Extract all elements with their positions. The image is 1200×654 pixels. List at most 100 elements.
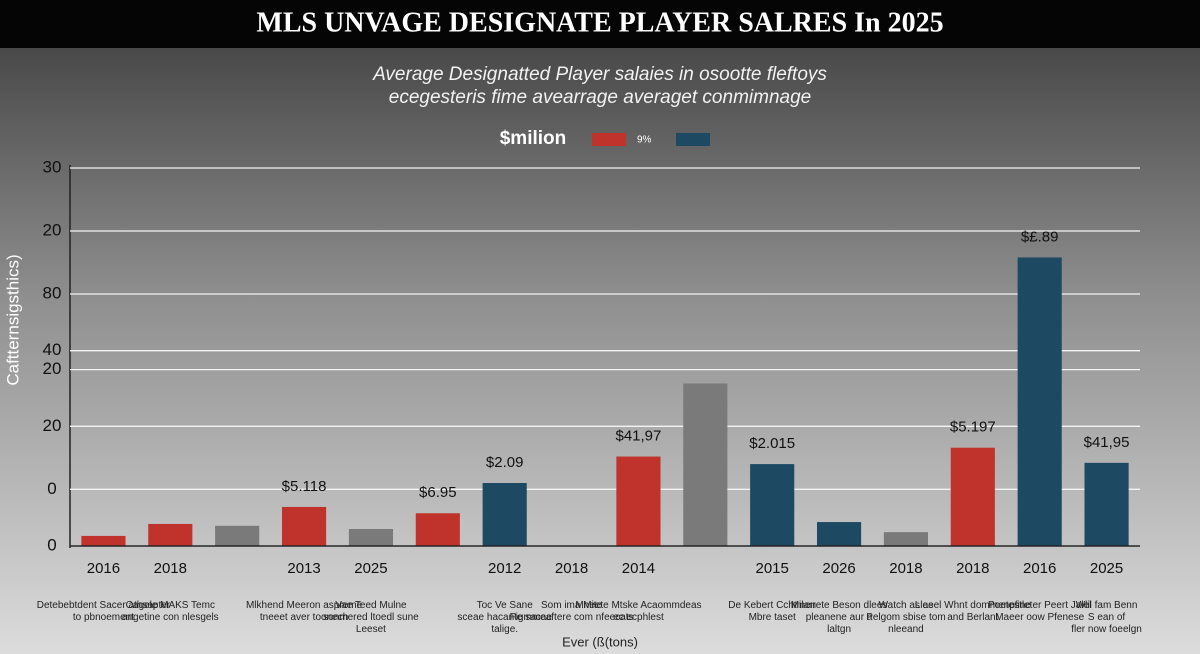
x-tick-label: 2012 xyxy=(488,560,521,577)
footnote: Som ima Mite Figmmeaftere com nfeecats xyxy=(510,600,634,623)
footnote: Lleeel Whnt dommenpfine and Berlant xyxy=(915,600,1032,623)
footnote-line: Poetestleter Peert Jalel xyxy=(988,600,1091,611)
value-label: $2.09 xyxy=(486,454,524,471)
footnote-line: Mbre taset xyxy=(749,612,796,623)
subtitle: Average Designatted Player salaies in os… xyxy=(372,64,827,85)
footnote-line: ec ecphlest xyxy=(613,612,664,623)
footnote: Vae Teed Mulne sonmered ltoedl sune Leeset xyxy=(323,600,419,635)
legend-swatch xyxy=(592,133,626,146)
bar xyxy=(148,523,193,546)
footnote: Toc Ve Sane sceae hacante sacae talige. xyxy=(457,600,552,635)
footnote-line: Cagele MAKS Temc xyxy=(126,600,215,611)
x-tick-label: 2025 xyxy=(354,560,387,577)
x-axis-label: Ever (ß(tons) xyxy=(562,634,638,649)
footnote-line: S ean of xyxy=(1088,612,1125,623)
footnote: Cagele MAKS Temc angetine con nlesgels xyxy=(122,600,219,623)
y-tick-label: 20 xyxy=(43,220,62,239)
y-tick-label: 0 xyxy=(47,535,56,554)
bar xyxy=(348,528,394,546)
bar xyxy=(616,456,661,546)
footnote-line: De Kebert Cchtmen xyxy=(728,600,816,611)
footnote: Milarrete Beson dlees pleanene aur a laltg… xyxy=(791,600,888,635)
x-tick-label: 2016 xyxy=(87,560,120,577)
footnote: Mneete Mtske Acaommdeas ec ecphlest xyxy=(575,600,701,623)
x-tick-label: 2013 xyxy=(287,560,320,577)
bar xyxy=(81,535,126,546)
footnote: De Kebert Cchtmen Mbre taset xyxy=(728,600,816,623)
footnote-line: Leeset xyxy=(356,624,386,635)
bar xyxy=(683,383,728,546)
x-tick-label: 2018 xyxy=(154,560,187,577)
footnote-line: pleanene aur a xyxy=(806,612,873,623)
footnote-line: Vae Teed Mulne xyxy=(335,600,407,611)
legend-swatch xyxy=(676,133,710,146)
bar xyxy=(415,513,460,546)
x-tick-label: 2025 xyxy=(1090,560,1123,577)
y-tick-label: 20 xyxy=(43,359,62,378)
bar xyxy=(816,522,862,546)
value-label: $6.95 xyxy=(419,484,457,501)
x-tick-label: 2018 xyxy=(555,560,588,577)
footnote-line: Wlil fam Benn xyxy=(1076,600,1138,611)
bar xyxy=(215,525,260,546)
value-label: $£.89 xyxy=(1021,228,1059,245)
footnote-line: and Berlant xyxy=(947,612,998,623)
footnote-line: Figmmeaftere com nfeecats xyxy=(510,612,634,623)
footnote-line: Mneete Mtske Acaommdeas xyxy=(575,600,701,611)
bar xyxy=(1017,257,1062,546)
legend-title: $milion xyxy=(500,128,567,149)
footnote: Wlil fam Benn S ean of fler now foeelgn xyxy=(1071,600,1142,635)
x-tick-label: 2026 xyxy=(822,560,855,577)
footnote: Watch as as Pelgom sbise tom nleeand xyxy=(866,600,945,635)
bar xyxy=(750,464,795,546)
footnote-line: Mlkhend Meeron aspreme xyxy=(246,600,363,611)
value-label: $5.197 xyxy=(950,419,996,436)
footnote-line: talige. xyxy=(491,624,518,635)
bar xyxy=(1084,462,1129,546)
footnote-line: angetine con nlesgels xyxy=(122,612,219,623)
value-label: $2.015 xyxy=(749,435,795,452)
footnote-line: fler now foeelgn xyxy=(1071,624,1142,635)
x-tick-label: 2018 xyxy=(956,560,989,577)
y-tick-label: 80 xyxy=(43,283,62,302)
y-tick-label: 40 xyxy=(43,340,62,359)
footnote: Poetestleter Peert Jalel Maeer oow Pfenes… xyxy=(988,600,1091,623)
y-tick-label: 30 xyxy=(43,157,62,176)
x-tick-label: 2018 xyxy=(889,560,922,577)
value-label: $41,95 xyxy=(1084,434,1130,451)
footnote-line: to pbnoement xyxy=(73,612,134,623)
x-tick-label: 2016 xyxy=(1023,560,1056,577)
footnote-line: Toc Ve Sane xyxy=(477,600,534,611)
footnote-line: tneeet aver toonech xyxy=(260,612,348,623)
legend-label: 9% xyxy=(637,135,652,146)
value-label: $5.118 xyxy=(282,478,327,495)
bar xyxy=(482,483,527,546)
subtitle: ecegesteris fime avearrage averaget conm… xyxy=(389,87,811,108)
bar xyxy=(281,506,327,546)
x-tick-label: 2014 xyxy=(622,560,655,577)
footnote-line: sonmered ltoedl sune xyxy=(323,612,419,623)
title-bar xyxy=(0,0,1200,48)
footnote-line: Pelgom sbise tom xyxy=(866,612,945,623)
footnote: Mlkhend Meeron aspreme tneeet aver toonec… xyxy=(246,600,363,623)
footnote-line: Maeer oow Pfenese xyxy=(995,612,1084,623)
bar xyxy=(950,447,995,546)
y-tick-label: 20 xyxy=(43,416,62,435)
footnote-line: Milarrete Beson dlees xyxy=(791,600,888,611)
chart-title: MLS UNVAGE DESIGNATE PLAYER SALRES In 20… xyxy=(256,7,943,38)
footnote-line: Som ima Mite xyxy=(541,600,603,611)
footnote-line: Lleeel Whnt dommenpfine xyxy=(915,600,1032,611)
x-tick-label: 2015 xyxy=(756,560,789,577)
footnote-line: laltgn xyxy=(827,624,851,635)
value-label: $41,97 xyxy=(615,428,661,445)
footnote: Detebebtdent Sacer athsapter to pbnoement xyxy=(37,600,171,623)
y-tick-label: 0 xyxy=(47,479,56,498)
footnote-line: nleeand xyxy=(888,624,924,635)
footnote-line: Watch as as xyxy=(879,600,934,611)
y-axis-label: Caftternsigsthics) xyxy=(3,254,22,385)
footnote-line: Detebebtdent Sacer athsapter xyxy=(37,600,171,611)
bar xyxy=(883,532,929,546)
footnote-line: sceae hacante sacae xyxy=(457,612,552,623)
